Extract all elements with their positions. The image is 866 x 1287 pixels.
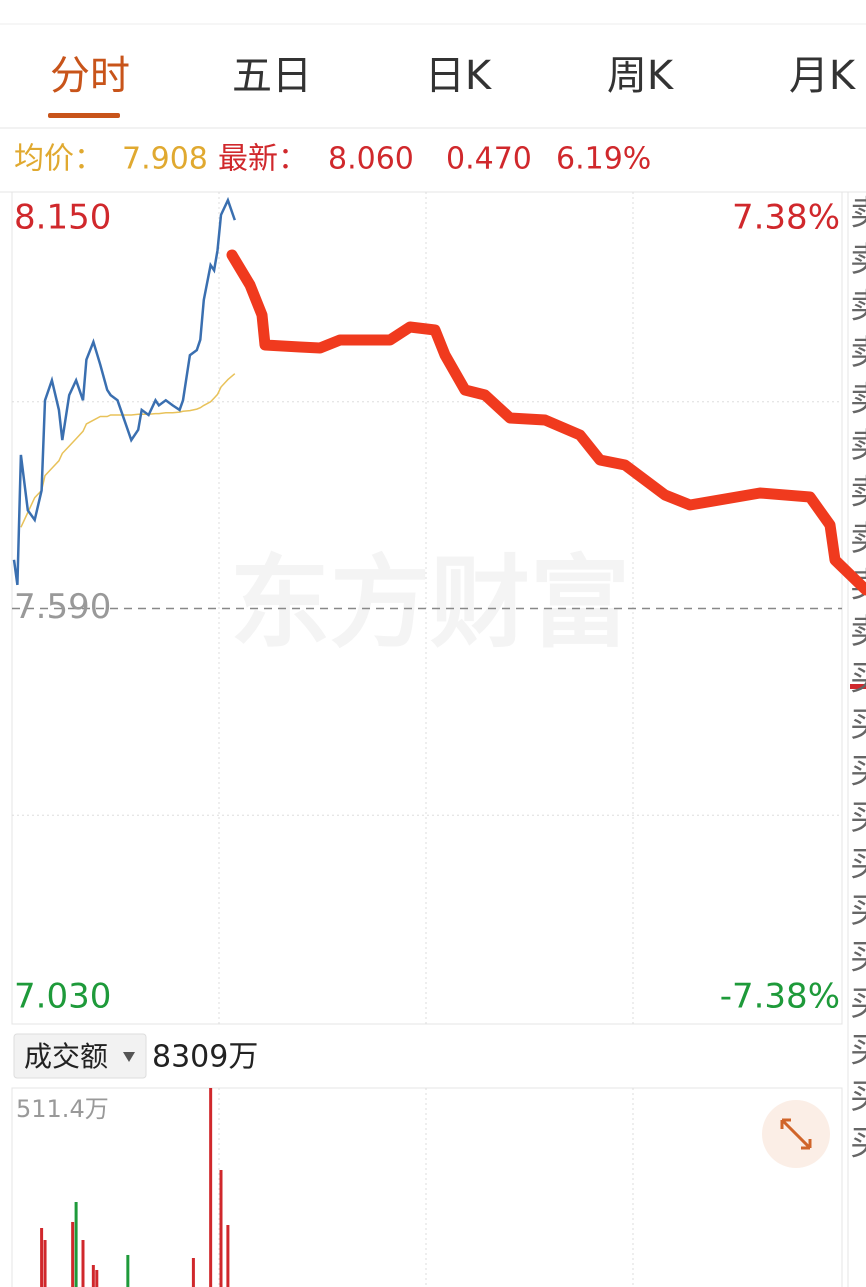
watermark: 东方财富	[230, 544, 630, 661]
side-label: 买	[850, 891, 866, 931]
tab[interactable]: 周K	[607, 53, 675, 99]
side-label: 卖	[850, 612, 866, 652]
y-tick-label: 8.150	[14, 198, 111, 238]
volume-selector[interactable]	[13, 1033, 147, 1079]
side-label: 买	[850, 752, 866, 792]
side-label: 买	[850, 1124, 866, 1164]
y2-tick-label: 7.38%	[732, 198, 840, 238]
side-label: 买	[850, 705, 866, 745]
side-label: 卖	[850, 333, 866, 373]
volume-bar	[74, 1202, 78, 1287]
tab[interactable]: 分时	[50, 53, 130, 99]
side-marker	[850, 684, 866, 689]
tab[interactable]: 日K	[425, 53, 493, 99]
volume-bar	[95, 1269, 99, 1287]
dropdown-arrow	[123, 1052, 135, 1062]
annotation-stroke	[226, 249, 866, 596]
tab[interactable]: 月K	[789, 53, 857, 99]
side-label: 卖	[850, 473, 866, 513]
y-tick-label: 7.590	[14, 587, 111, 627]
side-label: 卖	[850, 287, 866, 327]
side-label: 买	[850, 659, 866, 699]
volume-selector-label[interactable]: 成交额	[24, 1040, 108, 1073]
side-label: 卖	[850, 426, 866, 466]
side-label: 买	[850, 845, 866, 885]
info-avg: 7.908	[122, 142, 208, 177]
price-line	[20, 373, 236, 528]
volume-tick-label: 511.4万	[16, 1095, 109, 1123]
tab-underline	[48, 113, 120, 118]
y-tick-label: 7.030	[14, 977, 111, 1017]
volume-bar	[40, 1227, 44, 1287]
side-label: 买	[850, 984, 866, 1024]
info-change: 0.470	[446, 142, 532, 177]
expand-icon[interactable]	[780, 1118, 812, 1150]
volume-total: 8309万	[152, 1040, 258, 1075]
side-label: 买	[850, 1031, 866, 1071]
volume-bar	[209, 1088, 213, 1287]
side-label: 买	[850, 798, 866, 838]
side-label: 卖	[850, 380, 866, 420]
info-latest-label: 最新：	[218, 142, 308, 177]
price-line	[12, 196, 236, 586]
volume-bar	[219, 1169, 223, 1287]
volume-bar	[81, 1240, 85, 1287]
info-avg-label: 均价：	[14, 142, 104, 177]
volume-bar	[226, 1225, 230, 1287]
info-change-pct: 6.19%	[556, 142, 651, 177]
volume-bar	[91, 1265, 95, 1287]
volume-bar	[126, 1254, 130, 1287]
side-label: 买	[850, 1077, 866, 1117]
side-label: 卖	[850, 194, 866, 234]
y2-tick-label: -7.38%	[720, 977, 840, 1017]
volume-bar	[191, 1258, 195, 1287]
volume-bar	[43, 1240, 47, 1287]
info-latest: 8.060	[328, 142, 414, 177]
volume-frame	[11, 1087, 843, 1287]
side-label: 买	[850, 938, 866, 978]
side-label: 卖	[850, 240, 866, 280]
expand-button[interactable]	[762, 1100, 830, 1168]
volume-bar	[71, 1221, 75, 1287]
side-label: 卖	[850, 519, 866, 559]
tab[interactable]: 五日	[232, 53, 312, 99]
